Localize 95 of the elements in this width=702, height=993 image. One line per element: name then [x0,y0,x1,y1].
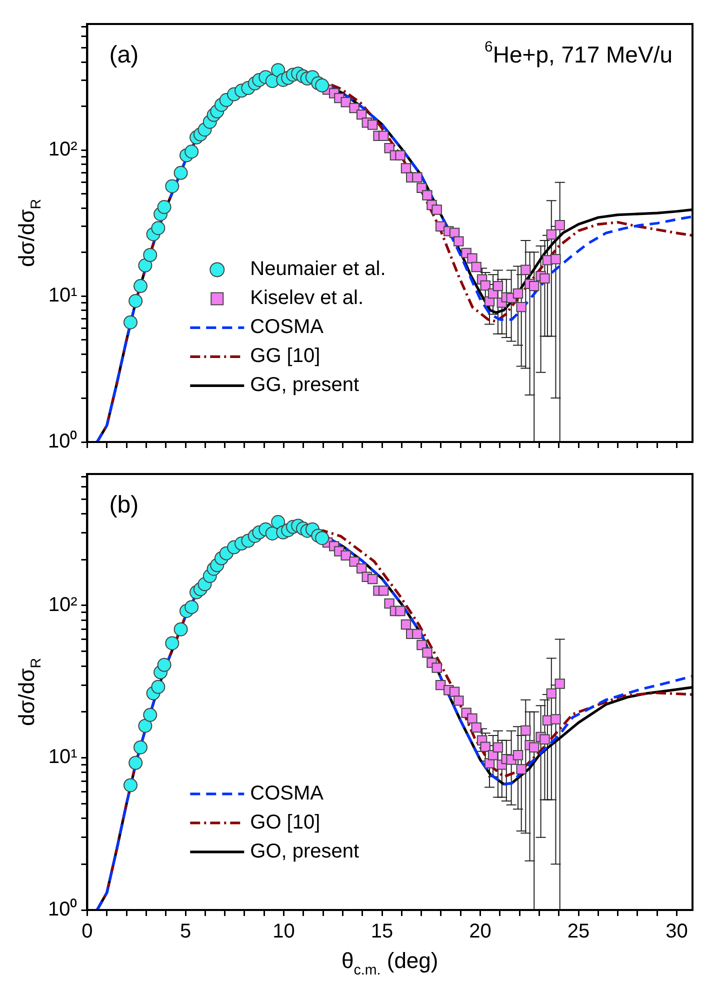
annotation: (a) [109,42,139,69]
point [184,144,199,159]
x-tick-label: 25 [567,920,590,943]
point [554,220,565,230]
point [128,294,143,308]
point [349,556,360,567]
point [384,598,394,609]
point [165,179,180,194]
x-tick-label: 10 [272,920,295,943]
point [151,221,166,236]
point [554,678,565,689]
point [315,78,330,92]
y-tick-label: 10⁰ [48,430,78,453]
point [529,742,540,752]
point [512,288,524,299]
legend-label: COSMA [250,316,324,338]
point [165,636,180,650]
point [467,253,478,264]
x-tick-label: 5 [180,920,192,943]
point [367,574,378,584]
point [184,600,199,614]
x-tick-label: 30 [666,920,688,943]
y-tick-label: 10² [48,138,78,161]
point [157,200,172,214]
x-tick-label: 15 [370,920,394,943]
point [349,102,360,114]
point [134,279,148,294]
legend-label: GG [10] [250,345,320,368]
point [449,686,460,697]
legend-label: GG, present [250,374,360,396]
legend-label: Neumaier et al. [250,258,386,280]
point [315,531,330,546]
point [480,280,490,291]
point [134,740,148,754]
x-tick-label: 0 [82,920,93,943]
legend-label: GO, present [250,840,360,862]
y-axis-title: dσ/dσR [14,198,44,268]
point [432,662,442,673]
point [378,586,389,596]
point [395,150,406,160]
point [271,515,286,530]
point [432,204,442,215]
point [520,264,531,275]
point [412,628,422,640]
point [174,622,188,636]
point [123,778,138,792]
point [143,708,158,722]
point [367,120,378,130]
point [395,606,406,616]
point [378,130,389,141]
y-tick-label: 10² [48,594,78,616]
point [550,714,561,724]
point [546,688,556,699]
point [480,742,490,752]
legend-label: Kiselev et al. [250,287,364,310]
point [540,273,550,284]
point [174,166,188,180]
x-tick-label: 20 [469,920,492,943]
legend-label: COSMA [250,782,324,804]
point [454,236,464,246]
y-tick-label: 10¹ [48,746,78,768]
y-tick-label: 10¹ [48,284,78,307]
legend-label: GO [10] [250,811,320,834]
point [540,734,550,744]
point [400,619,412,630]
point [520,725,531,736]
point [529,280,540,292]
point [138,718,152,733]
point [516,302,526,312]
point [471,722,482,733]
point [422,190,432,200]
y-axis-title: dσ/dσR [14,658,44,726]
point [143,248,158,262]
point [467,713,478,724]
point [449,228,460,238]
point [454,696,464,706]
point [123,315,138,330]
point [151,680,166,694]
point [400,163,412,174]
point [157,658,172,672]
point [546,229,556,240]
point [512,750,524,760]
point [492,742,504,752]
point [422,648,432,658]
point [138,258,152,272]
point [492,280,504,292]
point [128,756,143,770]
y-tick-label: 10⁰ [48,898,78,921]
annotation: (b) [109,492,139,519]
point [550,254,561,264]
point [471,262,482,272]
point [412,172,422,182]
point [416,640,427,650]
point [356,563,367,574]
point [516,764,526,774]
